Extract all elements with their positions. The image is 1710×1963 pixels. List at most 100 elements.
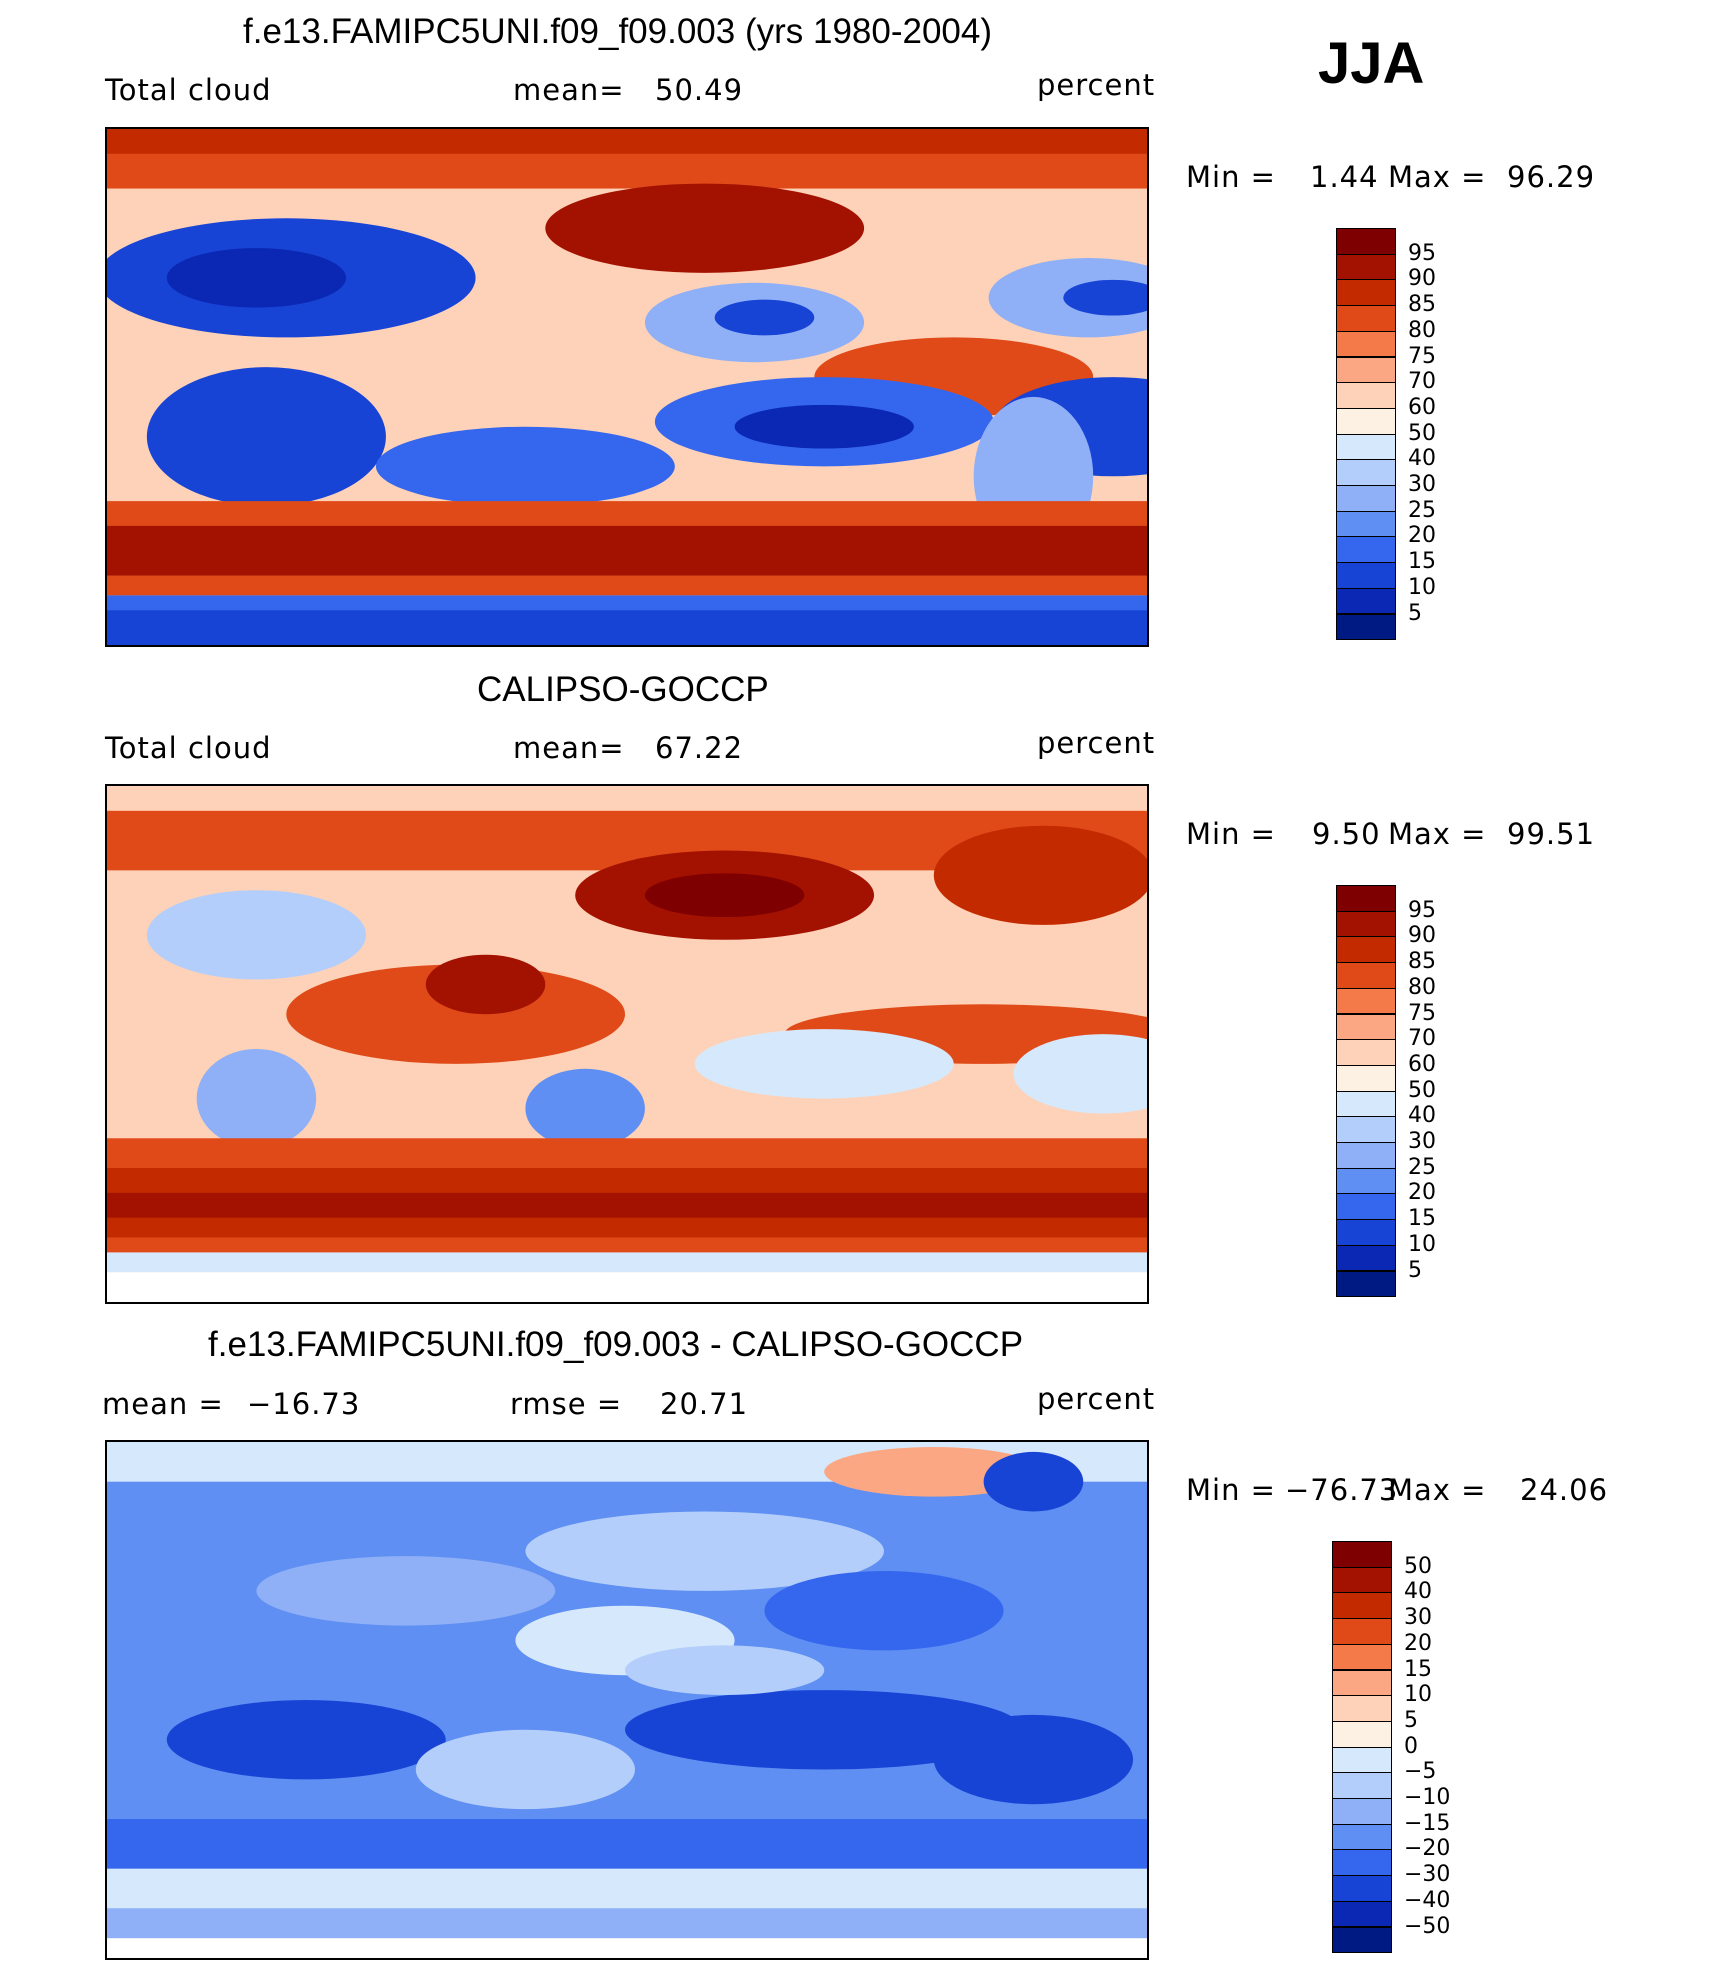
colorbar-3-box (1332, 1669, 1392, 1697)
colorbar-3-tick-label: −40 (1404, 1887, 1451, 1913)
colorbar-1-tick-label: 70 (1408, 369, 1436, 395)
colorbar-2-tick-label: 10 (1408, 1231, 1436, 1257)
panel-1-mean-value: 50.49 (655, 73, 744, 107)
colorbar-1-tick-label: 25 (1408, 497, 1436, 523)
colorbar-2-box (1336, 1039, 1396, 1066)
panel-1-max-value: 96.29 (1507, 160, 1596, 194)
colorbar-1-tick-label: 20 (1408, 523, 1436, 549)
colorbar-2-tick-label: 95 (1408, 897, 1436, 923)
colorbar-2-box (1336, 1064, 1396, 1092)
colorbar-1-box (1336, 382, 1396, 409)
colorbar-3-box (1332, 1746, 1392, 1774)
panel-3-mean-value: −16.73 (247, 1387, 361, 1421)
colorbar-1-box (1336, 228, 1396, 255)
colorbar-2-tick-label: 50 (1408, 1077, 1436, 1103)
panel-3-colorbar: 50 40 30 20 15 10 5 0 −5 −10 −15 −20 −30 −40 −50 (1332, 1541, 1450, 1954)
colorbar-3-box (1332, 1541, 1392, 1568)
colorbar-3-tick-label: 0 (1404, 1733, 1418, 1759)
panel-3-min-value: −76.73 (1285, 1473, 1399, 1507)
colorbar-2-tick-label: 75 (1408, 1000, 1436, 1026)
colorbar-2-box (1336, 1116, 1396, 1143)
colorbar-3-box (1332, 1798, 1392, 1825)
colorbar-2-box (1336, 1167, 1396, 1195)
colorbar-1-box (1336, 253, 1396, 281)
colorbar-1-tick-label: 10 (1408, 574, 1436, 600)
panel-2-colorbar: 95 90 85 80 75 70 60 50 40 30 25 20 15 10 5 (1336, 885, 1436, 1298)
colorbar-1-box (1336, 433, 1396, 461)
panel-3-field (107, 1442, 1147, 1958)
panel-1-colorbar: 95 90 85 80 75 70 60 50 40 30 25 20 15 10 5 (1336, 228, 1436, 641)
colorbar-3-box (1332, 1618, 1392, 1645)
colorbar-2-tick-label: 30 (1408, 1129, 1436, 1154)
colorbar-1-tick-label: 5 (1408, 600, 1422, 626)
colorbar-3-box (1332, 1695, 1392, 1722)
colorbar-3-box (1332, 1926, 1392, 1954)
panel-1-max-label: Max = (1388, 160, 1487, 194)
colorbar-1-tick-label: 75 (1408, 343, 1436, 369)
colorbar-3-tick-label: −5 (1404, 1759, 1437, 1785)
colorbar-1-box (1336, 536, 1396, 564)
colorbar-2-tick-label: 15 (1408, 1206, 1436, 1232)
panel-1-title: f.e13.FAMIPC5UNI.f09_f09.003 (yrs 1980-2… (243, 12, 993, 51)
colorbar-3-tick-label: 30 (1404, 1605, 1432, 1631)
colorbar-3-tick-label: −20 (1404, 1836, 1451, 1862)
colorbar-2-tick-label: 40 (1408, 1103, 1436, 1129)
panel-2-min-label: Min = (1186, 817, 1276, 851)
colorbar-3-box (1332, 1566, 1392, 1594)
panel-2-max-label: Max = (1388, 817, 1487, 851)
panel-2-max-value: 99.51 (1507, 817, 1596, 851)
panel-2-variable: Total cloud (105, 731, 272, 765)
panel-3-min-label: Min = (1186, 1473, 1276, 1507)
colorbar-1-tick-label: 60 (1408, 394, 1436, 420)
colorbar-1-box (1336, 459, 1396, 486)
colorbar-1-box (1336, 305, 1396, 332)
panel-2-mean-label: mean= (513, 731, 625, 765)
colorbar-2-box (1336, 962, 1396, 989)
colorbar-3-box (1332, 1875, 1392, 1902)
panel-2-map (105, 784, 1149, 1304)
colorbar-1-tick-label: 95 (1408, 240, 1436, 266)
colorbar-1-box (1336, 279, 1396, 307)
season-label: JJA (1318, 31, 1425, 96)
colorbar-3-tick-label: −15 (1404, 1810, 1451, 1836)
colorbar-3-box (1332, 1643, 1392, 1671)
panel-3-title: f.e13.FAMIPC5UNI.f09_f09.003 - CALIPSO-G… (208, 1325, 1024, 1364)
panel-2-units: percent (1037, 726, 1156, 760)
colorbar-3-tick-label: 50 (1404, 1553, 1432, 1579)
colorbar-2-box (1336, 1013, 1396, 1041)
colorbar-1-box (1336, 356, 1396, 384)
panel-3-map (105, 1440, 1149, 1960)
colorbar-2-box (1336, 1090, 1396, 1118)
panel-2-field (107, 786, 1147, 1302)
panel-1-min-label: Min = (1186, 160, 1276, 194)
panel-3-units: percent (1037, 1382, 1156, 1416)
colorbar-1-tick-label: 15 (1408, 549, 1436, 575)
colorbar-1-tick-label: 50 (1408, 420, 1436, 446)
colorbar-2-tick-label: 25 (1408, 1154, 1436, 1180)
colorbar-2-box (1336, 1270, 1396, 1298)
colorbar-3-tick-label: −50 (1404, 1913, 1451, 1939)
colorbar-1-box (1336, 510, 1396, 538)
colorbar-1-tick-label: 40 (1408, 446, 1436, 472)
colorbar-2-box (1336, 1219, 1396, 1246)
colorbar-1-tick-label: 80 (1408, 317, 1436, 343)
colorbar-2-box (1336, 987, 1396, 1015)
colorbar-1-tick-label: 85 (1408, 292, 1436, 318)
panel-1-variable: Total cloud (105, 73, 272, 107)
colorbar-1-box (1336, 407, 1396, 435)
colorbar-2-tick-label: 90 (1408, 923, 1436, 949)
panel-3-max-label: Max = (1388, 1473, 1487, 1507)
colorbar-2-tick-label: 80 (1408, 974, 1436, 1000)
colorbar-3-box (1332, 1720, 1392, 1748)
colorbar-2-tick-label: 5 (1408, 1257, 1422, 1283)
colorbar-2-box (1336, 1142, 1396, 1169)
colorbar-1-tick-label: 90 (1408, 266, 1436, 292)
colorbar-3-box (1332, 1900, 1392, 1928)
colorbar-3-box (1332, 1592, 1392, 1620)
colorbar-2-box (1336, 1244, 1396, 1272)
colorbar-1-box (1336, 562, 1396, 589)
panel-3-rmse-label: rmse = (510, 1387, 623, 1421)
colorbar-2-tick-label: 70 (1408, 1026, 1436, 1052)
colorbar-2-box (1336, 936, 1396, 964)
panel-1-map (105, 127, 1149, 647)
